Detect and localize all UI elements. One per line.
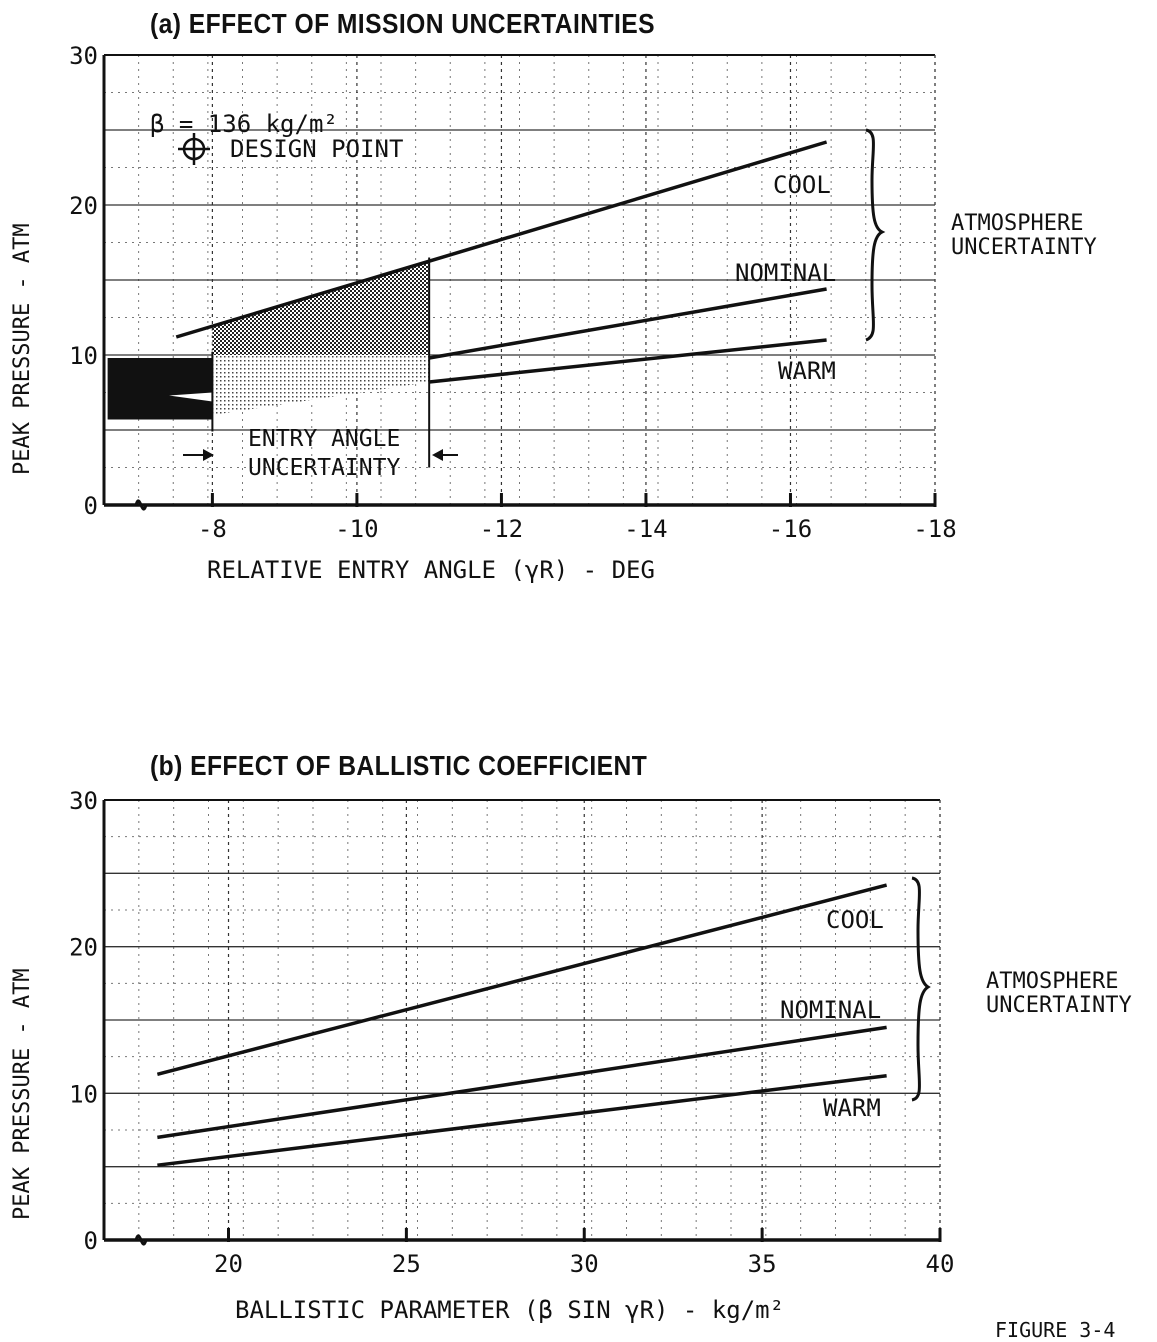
chart-b-axis-break <box>134 1234 148 1246</box>
chart-a-atmosphere-uncertainty: ATMOSPHERE UNCERTAINTY <box>951 212 1097 260</box>
chart-b-y-tick-label: 0 <box>84 1227 98 1255</box>
chart-a-svg: -8 -10 -12 -14 -16 -18 0 10 20 30 β = 136 kg/m²DES… <box>69 42 957 543</box>
chart-a-title: (a) EFFECT OF MISSION UNCERTAINTIES <box>150 8 656 39</box>
chart-a-design-point-label: DESIGN POINT <box>230 135 403 163</box>
chart-b-x-tick-label: 25 <box>392 1250 421 1278</box>
chart-b-series-label-nominal: NOMINAL <box>780 996 881 1024</box>
chart-b-brace <box>911 876 931 1102</box>
chart-b-series-label-cool: COOL <box>826 906 884 934</box>
chart-a-x-tick-label: -8 <box>198 515 227 543</box>
chart-b-xlabel: BALLISTIC PARAMETER (β SIN γR) - kg/m² <box>235 1296 785 1324</box>
chart-b-series-label-warm: WARM <box>823 1094 881 1122</box>
chart-a-arrow-right-head <box>432 449 443 461</box>
chart-b-atmosphere-line2: UNCERTAINTY <box>986 993 1132 1018</box>
chart-a-y-tick-label: 30 <box>69 42 98 70</box>
chart-a-design-notch <box>169 392 213 402</box>
chart-a-x-tick-label: -14 <box>624 515 667 543</box>
chart-a-shaded-warm-region <box>212 355 430 415</box>
chart-a-y-tick-label: 0 <box>84 492 98 520</box>
chart-b-major-grid <box>104 800 941 1240</box>
chart-a-x-tick-label: -16 <box>769 515 812 543</box>
chart-a-series-nominal <box>428 287 827 360</box>
chart-a-atmosphere-line2: UNCERTAINTY <box>951 235 1097 260</box>
chart-a-series-label-warm: WARM <box>778 357 836 385</box>
chart-a-xlabel: RELATIVE ENTRY ANGLE (γR) - DEG <box>207 556 655 584</box>
chart-b-y-tick-label: 10 <box>69 1080 98 1108</box>
chart-a-x-tick-label: -12 <box>480 515 523 543</box>
chart-b-series-nominal <box>157 1025 887 1140</box>
chart-a-series-warm <box>428 338 827 384</box>
chart-a-axis-break <box>134 499 148 511</box>
chart-b-title: (b) EFFECT OF BALLISTIC COEFFICIENT <box>150 750 648 781</box>
chart-a-entry-angle-label-2: UNCERTAINTY <box>248 455 400 481</box>
chart-b-y-tick-label: 30 <box>69 787 98 815</box>
chart-b-series-warm <box>157 1073 887 1167</box>
chart-a-arrow-left-head <box>203 449 214 461</box>
chart-a-series-label-nominal: NOMINAL <box>735 259 836 287</box>
chart-a-atmosphere-line1: ATMOSPHERE <box>951 211 1084 236</box>
chart-a-beta-label: β = 136 kg/m² <box>150 110 338 138</box>
chart-b-y-tick-label: 20 <box>69 934 98 962</box>
chart-a-entry-angle-label-1: ENTRY ANGLE <box>248 426 400 452</box>
chart-b-x-tick-label: 30 <box>570 1250 599 1278</box>
chart-b-x-tick-label: 20 <box>214 1250 243 1278</box>
chart-a-brace <box>865 128 886 342</box>
chart-b-svg: 20 25 30 35 40 0 10 20 30 COOL NOMINAL WARM <box>69 787 955 1278</box>
figure-footer: FIGURE 3-4 <box>995 1318 1116 1342</box>
chart-b-series-cool <box>156 883 888 1076</box>
chart-a-y-tick-label: 10 <box>69 342 98 370</box>
chart-a-shaded-cool-region <box>212 261 430 355</box>
chart-a-series-label-cool: COOL <box>773 171 831 199</box>
chart-b-x-tick-label: 35 <box>748 1250 777 1278</box>
chart-a-x-tick-label: -18 <box>913 515 956 543</box>
chart-b-atmosphere-uncertainty: ATMOSPHERE UNCERTAINTY <box>986 970 1132 1018</box>
chart-a-design-block <box>107 358 213 420</box>
chart-a-y-tick-label: 20 <box>69 192 98 220</box>
chart-a-series-cool <box>175 140 828 339</box>
chart-b-x-tick-label: 40 <box>926 1250 955 1278</box>
chart-a-x-tick-label: -10 <box>335 515 378 543</box>
chart-b-atmosphere-line1: ATMOSPHERE <box>986 969 1119 994</box>
